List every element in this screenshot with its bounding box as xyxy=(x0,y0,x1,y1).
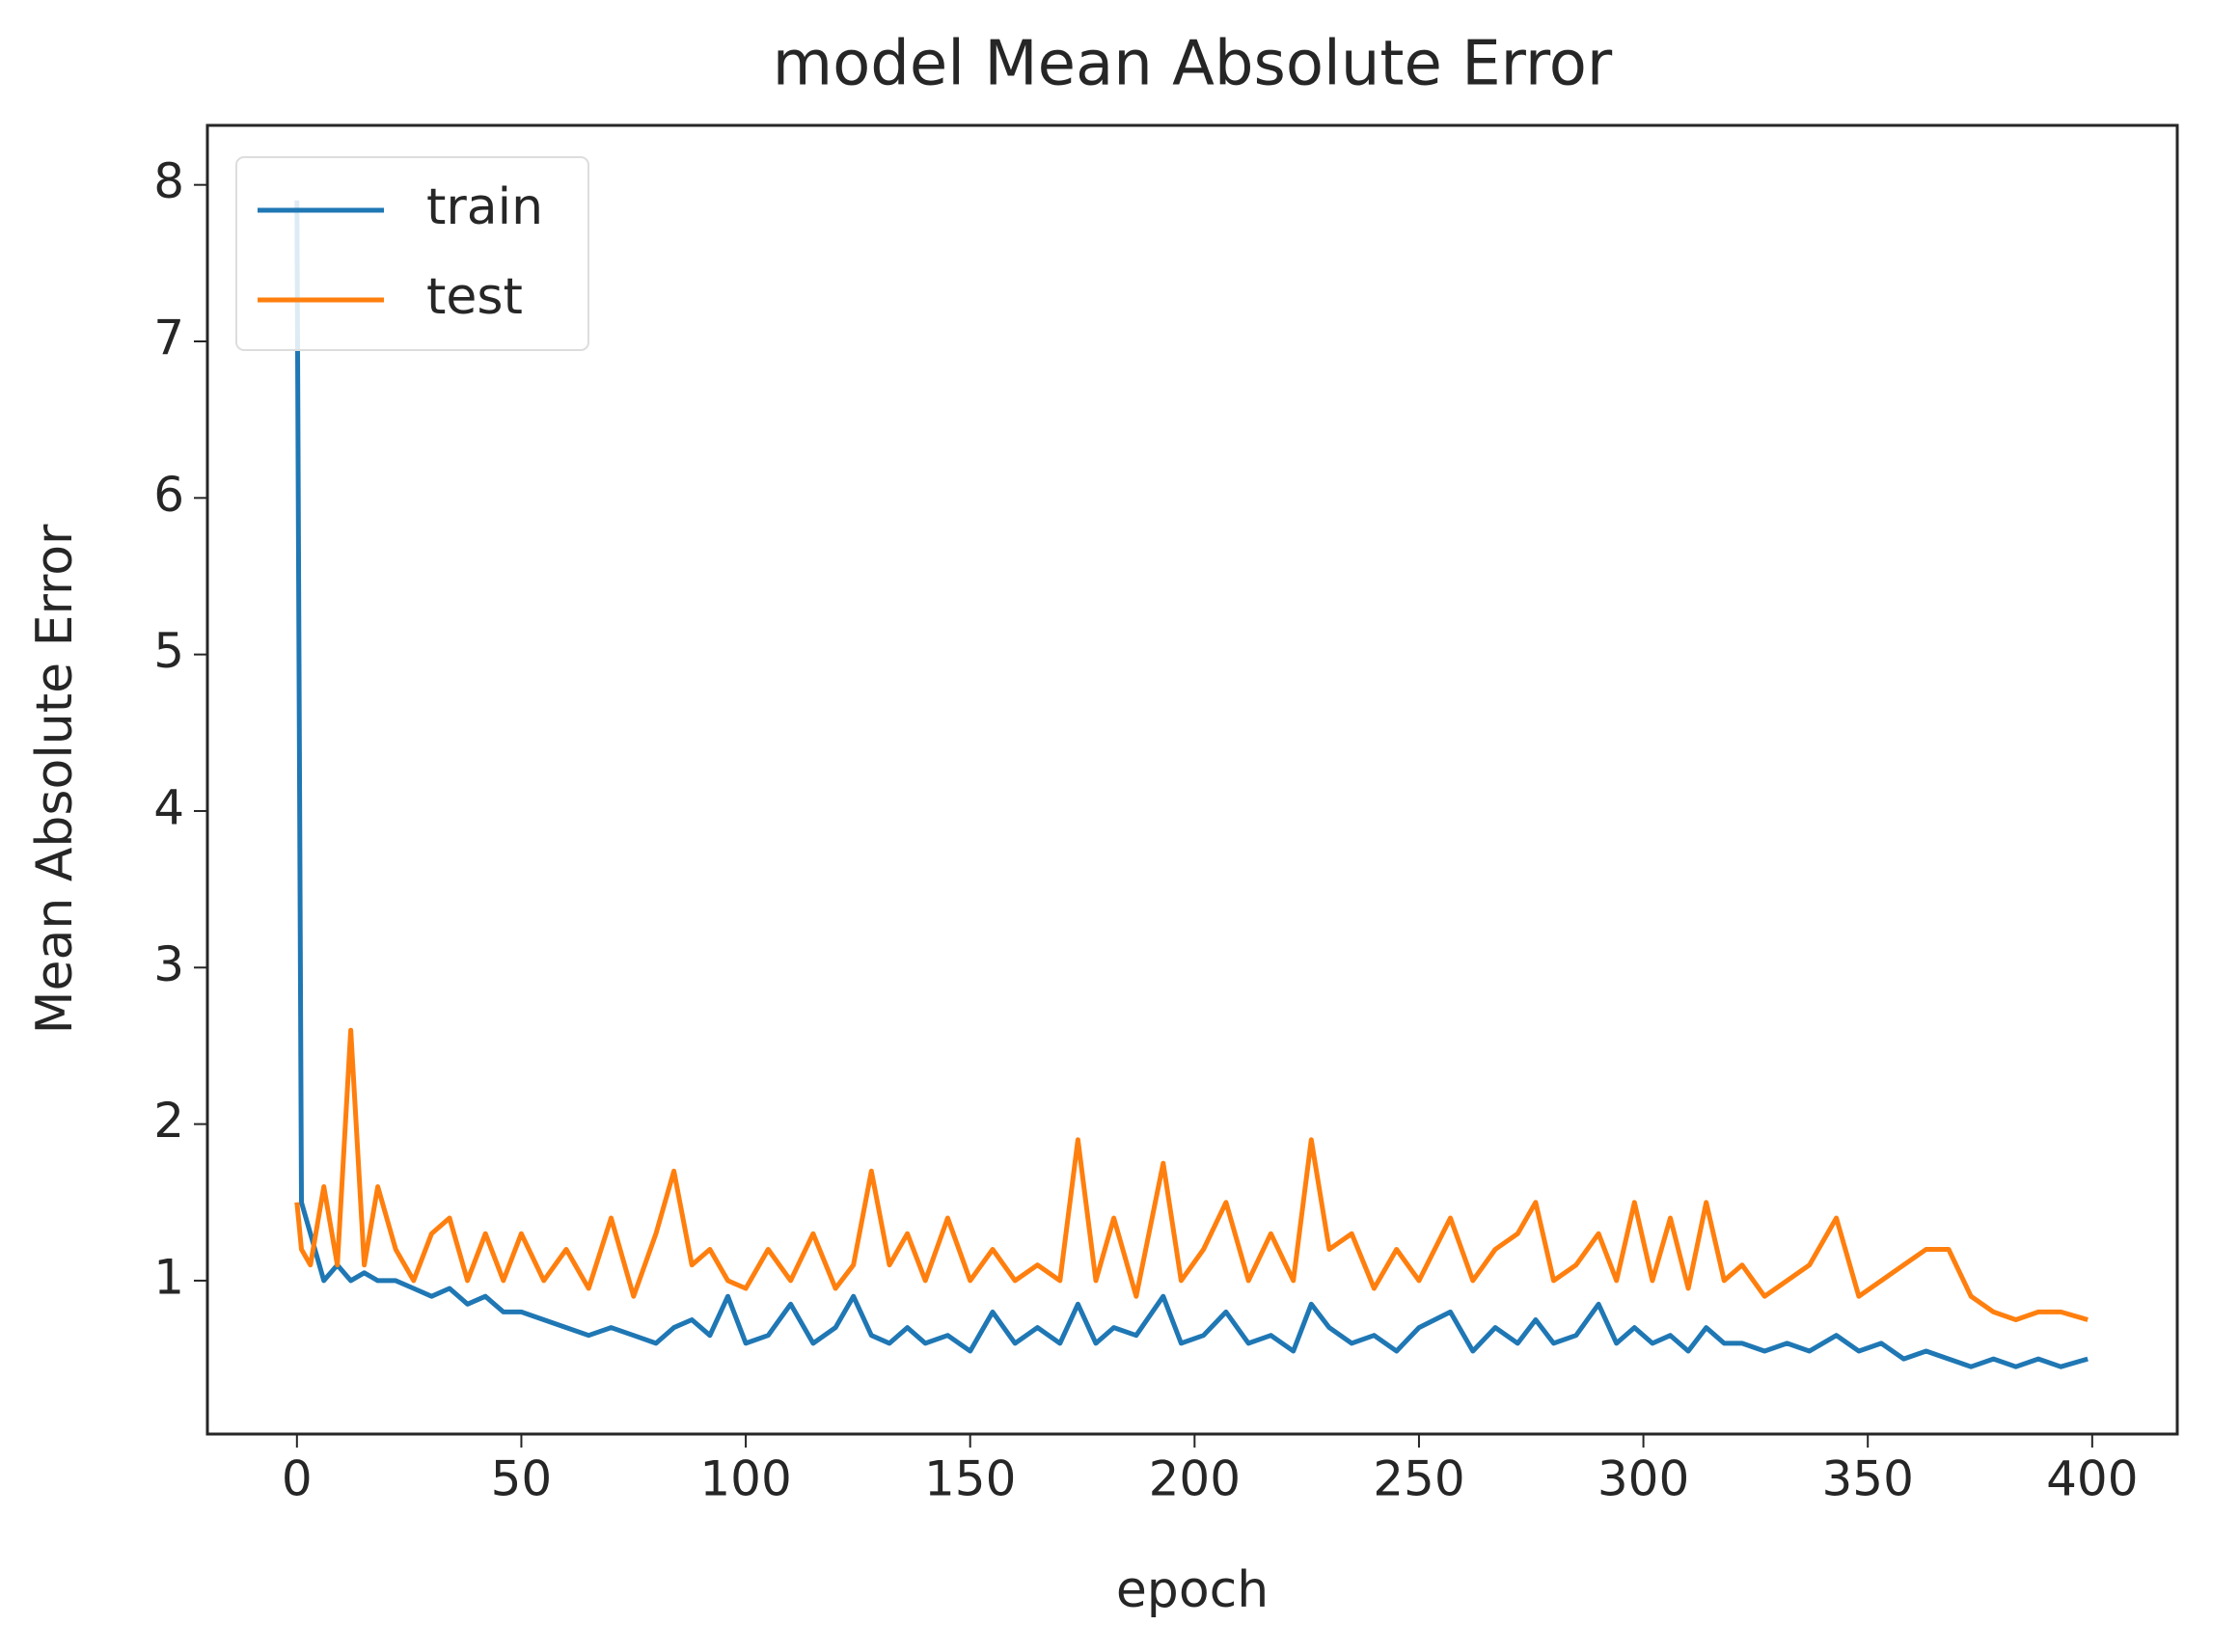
series-line xyxy=(294,1027,2089,1322)
y-tick-label: 2 xyxy=(153,1093,184,1149)
x-tick-label: 150 xyxy=(924,1451,1016,1507)
y-tick-label: 8 xyxy=(153,153,184,209)
plot-frame xyxy=(205,123,2179,1436)
legend-label: train xyxy=(426,178,543,236)
x-tick-label: 300 xyxy=(1597,1451,1689,1507)
y-tick-label: 7 xyxy=(153,311,184,366)
x-tick-label: 200 xyxy=(1149,1451,1241,1507)
y-tick-label: 5 xyxy=(153,623,184,679)
y-tick-label: 1 xyxy=(153,1249,184,1305)
y-tick-label: 6 xyxy=(153,467,184,523)
x-axis-label: epoch xyxy=(1116,1561,1269,1619)
chart-title: model Mean Absolute Error xyxy=(773,29,1613,100)
x-tick-label: 0 xyxy=(282,1451,313,1507)
series-line xyxy=(294,200,2089,1369)
legend-label: test xyxy=(426,268,523,326)
x-tick-label: 250 xyxy=(1373,1451,1464,1507)
y-axis-label: Mean Absolute Error xyxy=(26,524,84,1034)
x-tick-label: 100 xyxy=(699,1451,791,1507)
y-tick-label: 4 xyxy=(153,779,184,835)
x-tick-label: 350 xyxy=(1821,1451,1913,1507)
x-tick-label: 50 xyxy=(491,1451,553,1507)
x-tick-label: 400 xyxy=(2046,1451,2138,1507)
y-tick-label: 3 xyxy=(153,936,184,992)
